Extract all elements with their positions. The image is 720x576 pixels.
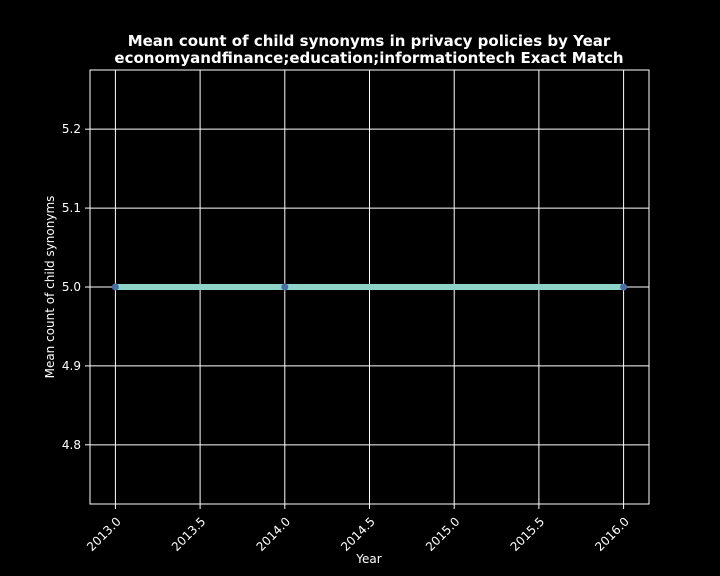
chart-subtitle: economyandfinance;education;informationt… <box>114 49 623 67</box>
y-axis-label: Mean count of child synonyms <box>43 196 57 379</box>
x-tick-labels: 2013.0 2013.5 2014.0 2014.5 2015.0 2015.5 2016… <box>84 514 632 554</box>
data-point <box>111 283 119 291</box>
x-axis-label: Year <box>355 552 381 566</box>
series-layer <box>111 283 628 291</box>
y-tick-label: 4.9 <box>62 359 81 373</box>
x-tick-label: 2013.0 <box>84 514 124 554</box>
y-tick-label: 4.8 <box>62 438 81 452</box>
data-point <box>620 283 628 291</box>
x-tick-label: 2014.5 <box>338 514 378 554</box>
x-tick-label: 2014.0 <box>254 514 294 554</box>
plot-frame <box>89 69 650 505</box>
y-tick-label: 5.0 <box>62 280 81 294</box>
x-tick-label: 2016.0 <box>592 514 632 554</box>
y-tick-label: 5.2 <box>62 122 81 136</box>
data-point <box>281 283 289 291</box>
x-tick-label: 2015.5 <box>508 514 548 554</box>
y-tick-label: 5.1 <box>62 201 81 215</box>
chart-title: Mean count of child synonyms in privacy … <box>128 32 611 50</box>
x-tick-label: 2013.5 <box>169 514 209 554</box>
x-tick-label: 2015.0 <box>423 514 463 554</box>
y-tick-labels: 4.8 4.9 5.0 5.1 5.2 <box>62 122 81 452</box>
